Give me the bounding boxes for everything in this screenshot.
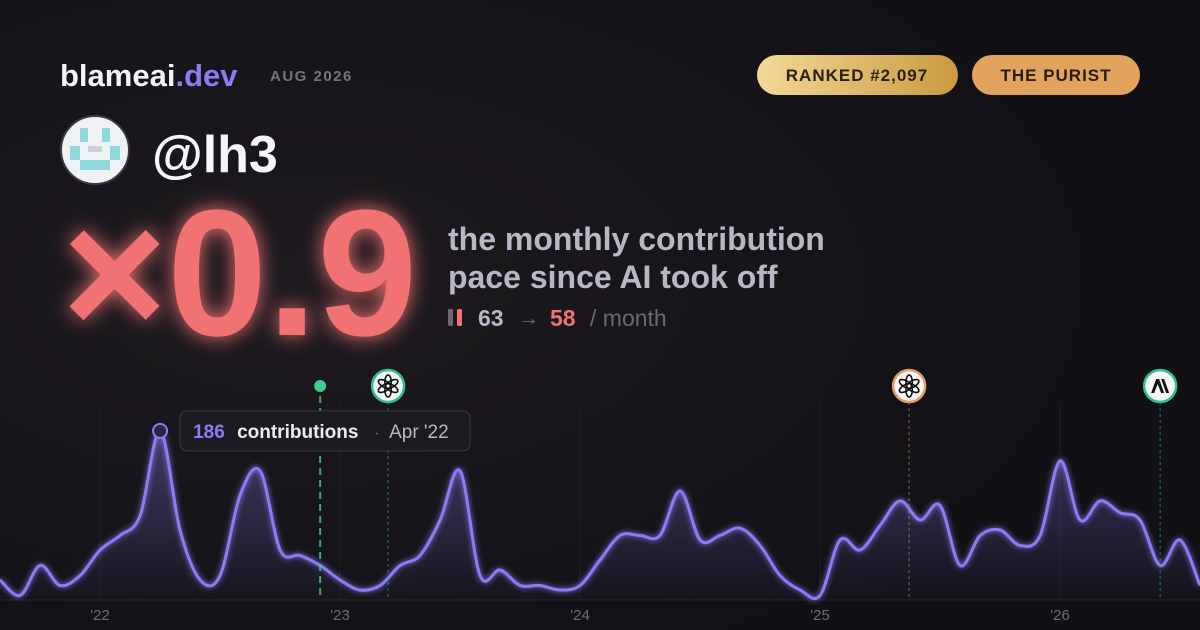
icon-ring [370, 368, 406, 404]
badge-text: RANKED #2,097 [786, 66, 928, 85]
x-tick-label: '26 [1050, 607, 1070, 624]
tooltip-value: 186 [193, 422, 225, 443]
highlight-point [152, 422, 169, 439]
after-value: 58 [550, 305, 576, 331]
badge [972, 55, 1140, 95]
period: AUG 2026 [270, 68, 353, 85]
event-icon [1142, 368, 1178, 404]
chart: '22 '23 '24 '25 '26 186 contributions · Apr '22 [0, 368, 1200, 624]
icon-glyph [1151, 379, 1170, 393]
avatar [60, 115, 130, 185]
description: pace since AI took off [448, 259, 778, 295]
brand-name: blameai [60, 58, 175, 93]
brand-tld: .dev [175, 58, 238, 93]
event-icon [891, 368, 927, 404]
tooltip [179, 410, 471, 452]
x-tick-label: '25 [810, 607, 830, 624]
brand: blameai.dev [60, 58, 238, 93]
x-tick-label: '24 [570, 607, 590, 624]
event-icon [370, 368, 406, 404]
handle: @lh3 [152, 126, 278, 184]
x-tick-label: '22 [90, 607, 110, 624]
event-marker [314, 380, 327, 392]
line [0, 429, 1200, 601]
x-tick-label: '23 [330, 607, 350, 624]
area [0, 430, 1200, 600]
badge-text: THE PURIST [1000, 66, 1111, 85]
icon-ring [891, 368, 927, 404]
icon [457, 309, 462, 326]
icon-petal [377, 378, 392, 390]
unit: / month [590, 305, 667, 331]
badge [757, 55, 958, 95]
tooltip-unit: contributions [237, 422, 358, 443]
multiplier: ×0.9 [62, 173, 417, 374]
icon [448, 309, 453, 326]
tooltip-separator: · [374, 423, 380, 442]
arrow: → [518, 307, 539, 330]
icon-petal [898, 378, 913, 390]
tooltip-label: Apr '22 [389, 422, 449, 443]
description: the monthly contribution [448, 221, 825, 257]
before-value: 63 [478, 305, 504, 331]
